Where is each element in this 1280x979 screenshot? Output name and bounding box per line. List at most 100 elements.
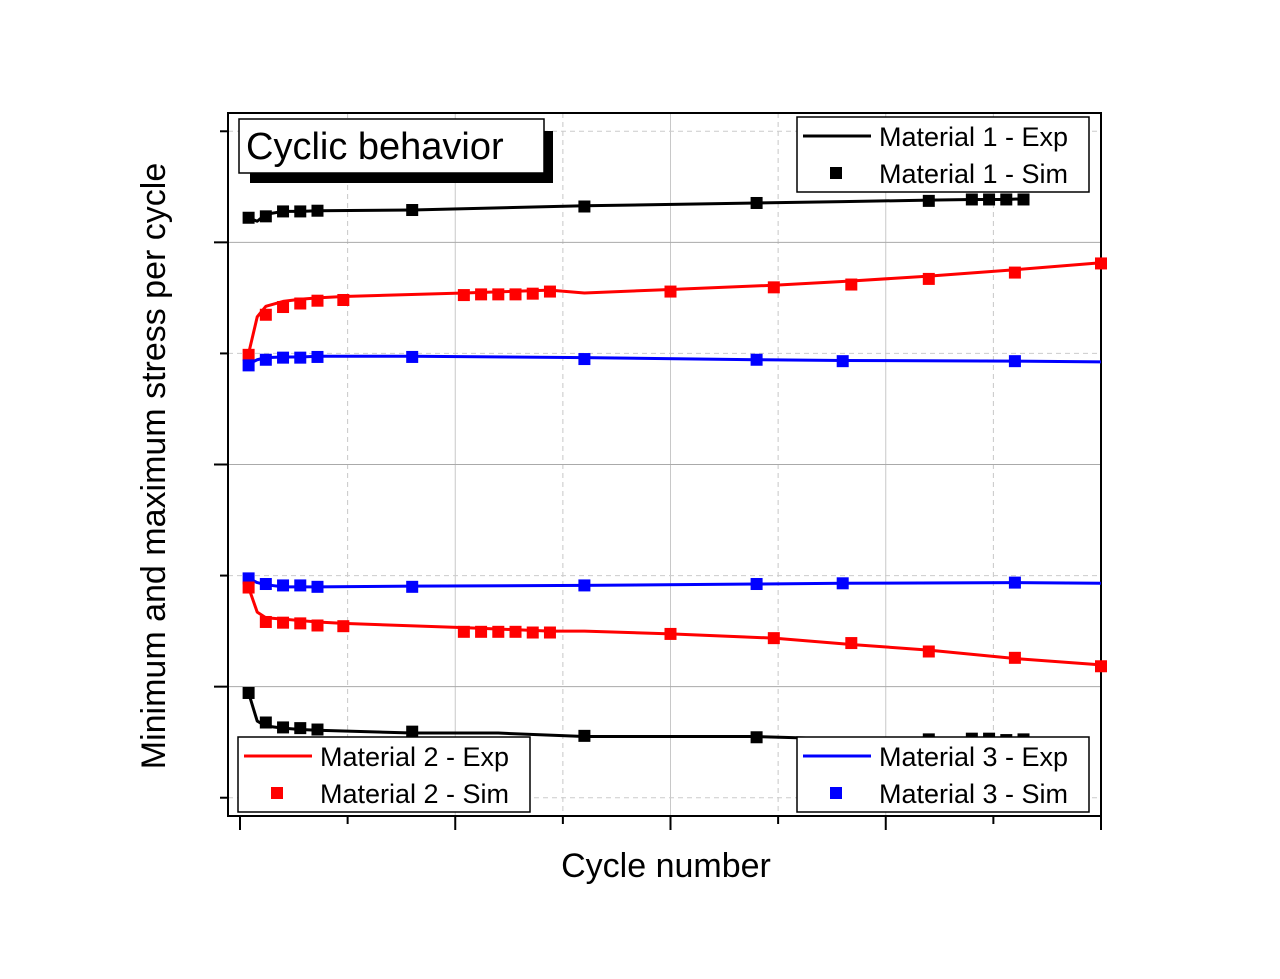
legend-label: Material 1 - Sim xyxy=(879,159,1068,189)
y-axis-title: Minimum and maximum stress per cycle xyxy=(135,163,173,769)
data-point xyxy=(526,287,539,300)
data-point xyxy=(311,723,324,736)
data-point xyxy=(1095,660,1107,673)
series-line xyxy=(247,587,1102,667)
data-point xyxy=(836,577,849,590)
data-point xyxy=(922,194,935,207)
data-point xyxy=(259,578,272,591)
data-point xyxy=(406,350,419,363)
axis-ticks xyxy=(214,130,1102,830)
series-line xyxy=(247,261,1102,354)
data-point xyxy=(259,716,272,729)
data-point xyxy=(406,725,419,738)
data-point xyxy=(294,351,307,364)
x-axis-title: Cycle number xyxy=(561,847,771,885)
legend-marker-swatch xyxy=(830,787,842,799)
data-point xyxy=(845,278,858,291)
data-point xyxy=(277,205,290,218)
data-point xyxy=(457,289,470,302)
data-point xyxy=(406,204,419,217)
data-point xyxy=(1008,651,1021,664)
data-point xyxy=(836,355,849,368)
legend-marker-swatch xyxy=(830,167,842,179)
data-point xyxy=(242,686,255,699)
series-line xyxy=(247,354,1102,366)
data-point xyxy=(406,580,419,593)
data-point xyxy=(277,721,290,734)
data-point xyxy=(277,351,290,364)
data-point xyxy=(750,578,763,591)
data-point xyxy=(259,308,272,321)
data-point xyxy=(242,572,255,585)
data-point xyxy=(578,729,591,742)
data-point xyxy=(664,285,677,298)
data-point xyxy=(337,620,350,633)
data-point xyxy=(750,353,763,366)
data-point xyxy=(242,211,255,224)
series-m1-marker-max xyxy=(242,193,1030,224)
data-point xyxy=(767,632,780,645)
legend-label: Material 2 - Sim xyxy=(320,779,509,809)
legend-label: Material 1 - Exp xyxy=(879,122,1068,152)
data-point xyxy=(242,581,255,594)
legend-box xyxy=(796,736,1090,813)
data-point xyxy=(983,193,996,206)
data-point xyxy=(311,350,324,363)
data-point xyxy=(1017,193,1030,206)
data-point xyxy=(475,625,488,638)
series-line xyxy=(248,197,1024,223)
data-point xyxy=(311,619,324,632)
data-point xyxy=(294,297,307,310)
data-point xyxy=(337,293,350,306)
data-point xyxy=(526,626,539,639)
data-point xyxy=(242,359,255,372)
series-m2-line-max xyxy=(247,261,1102,354)
data-point xyxy=(509,288,522,301)
data-point xyxy=(259,210,272,223)
data-point xyxy=(492,288,505,301)
data-point xyxy=(475,288,488,301)
data-point xyxy=(509,625,522,638)
data-point xyxy=(767,281,780,294)
series-m2-line-min xyxy=(247,587,1102,667)
data-point xyxy=(277,579,290,592)
series-m3-line-max xyxy=(247,354,1102,366)
data-point xyxy=(294,205,307,218)
legend-top-right: Material 1 - Exp Material 1 - Sim xyxy=(796,116,1090,193)
series-line xyxy=(247,577,1102,589)
data-point xyxy=(1095,257,1107,270)
legend-bottom-right: Material 3 - Exp Material 3 - Sim xyxy=(796,736,1090,813)
data-point xyxy=(311,580,324,593)
data-point xyxy=(311,204,324,217)
legend-label: Material 2 - Exp xyxy=(320,742,509,772)
data-point xyxy=(311,294,324,307)
series-m3-marker-max xyxy=(242,350,1021,372)
grid xyxy=(228,113,1101,816)
legend-box xyxy=(796,116,1090,193)
data-point xyxy=(543,626,556,639)
data-point xyxy=(1008,266,1021,279)
legend-box xyxy=(237,736,531,813)
data-point xyxy=(259,615,272,628)
series-m3-marker-min xyxy=(242,572,1021,593)
legend-bottom-left: Material 2 - Exp Material 2 - Sim xyxy=(237,736,531,813)
data-point xyxy=(922,645,935,658)
data-point xyxy=(1008,576,1021,589)
data-point xyxy=(492,625,505,638)
data-point xyxy=(965,193,978,206)
data-point xyxy=(578,353,591,366)
data-point xyxy=(578,579,591,592)
series-m1-line-max xyxy=(248,197,1024,223)
series-m1-line-min xyxy=(247,692,1024,744)
data-point xyxy=(750,196,763,209)
series-line xyxy=(247,692,1024,744)
legend-label: Material 3 - Sim xyxy=(879,779,1068,809)
data-point xyxy=(1000,193,1013,206)
data-point xyxy=(664,627,677,640)
data-point xyxy=(294,722,307,735)
data-point xyxy=(277,301,290,314)
data-point xyxy=(294,579,307,592)
legend-label: Material 3 - Exp xyxy=(879,742,1068,772)
